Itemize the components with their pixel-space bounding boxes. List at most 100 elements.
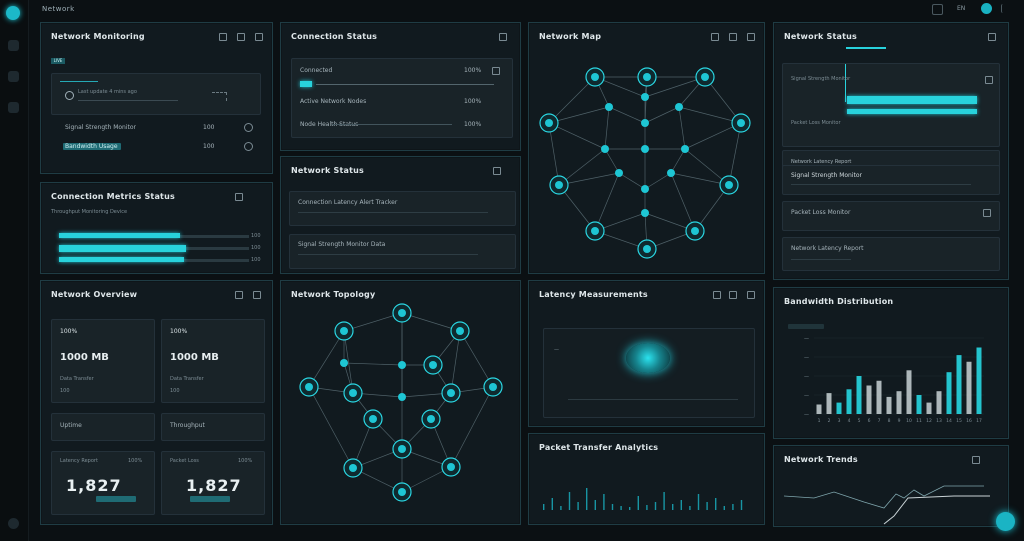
- panel-title: Network Overview: [51, 290, 138, 299]
- info-icon[interactable]: [983, 209, 991, 217]
- language-selector[interactable]: EN: [957, 5, 966, 12]
- profile-icon[interactable]: [8, 518, 19, 529]
- bar[interactable]: [856, 376, 862, 414]
- app-logo-icon[interactable]: [6, 6, 20, 20]
- divider: [791, 184, 971, 185]
- panel-connection-status: Connection Status Connected 100% Active …: [280, 22, 521, 151]
- x-tick-label: 13: [936, 418, 942, 424]
- bar[interactable]: [966, 361, 972, 414]
- stat-caption: 100: [170, 388, 180, 394]
- expand-icon[interactable]: [972, 456, 980, 464]
- bar[interactable]: [896, 391, 902, 414]
- close-icon[interactable]: [747, 33, 755, 41]
- graph-node[interactable]: [641, 93, 649, 101]
- expand-icon[interactable]: [729, 291, 737, 299]
- close-icon[interactable]: [747, 291, 755, 299]
- graph-node[interactable]: [601, 145, 609, 153]
- divider: [298, 212, 488, 213]
- big-stat-card: Packet Loss 100% 1,827: [161, 451, 265, 515]
- status-row[interactable]: Signal Strength Monitor Data: [289, 234, 516, 269]
- graph-node[interactable]: [605, 103, 613, 111]
- minimize-icon[interactable]: [219, 33, 227, 41]
- bar[interactable]: [916, 395, 922, 414]
- graph-node[interactable]: [615, 169, 623, 177]
- graph-node[interactable]: [675, 103, 683, 111]
- bar[interactable]: [976, 347, 982, 415]
- bar[interactable]: [836, 402, 842, 414]
- status-row[interactable]: Signal Strength Monitor: [782, 165, 1000, 195]
- axis-line: [568, 399, 738, 400]
- graph-node[interactable]: [641, 185, 649, 193]
- graph-node-core: [349, 464, 357, 472]
- level-bar: [847, 109, 977, 114]
- info-icon[interactable]: [244, 142, 253, 151]
- info-icon[interactable]: [985, 76, 993, 84]
- expand-icon[interactable]: [235, 291, 243, 299]
- status-row[interactable]: Network Latency Report: [782, 237, 1000, 271]
- close-icon[interactable]: [988, 33, 996, 41]
- signal-card[interactable]: Last update 4 mins ago: [51, 73, 261, 115]
- info-icon[interactable]: [244, 123, 253, 132]
- x-tick-label: 11: [916, 418, 922, 424]
- bar[interactable]: [946, 372, 952, 414]
- close-icon[interactable]: [499, 33, 507, 41]
- minimize-icon[interactable]: [711, 33, 719, 41]
- graph-node[interactable]: [641, 209, 649, 217]
- panel-network-trends: Network Trends: [773, 445, 1009, 527]
- bar[interactable]: [936, 391, 942, 414]
- bar[interactable]: [816, 404, 822, 415]
- stat-pill[interactable]: Uptime: [51, 413, 155, 441]
- expand-icon[interactable]: [235, 193, 243, 201]
- menu-icon[interactable]: [1001, 4, 1008, 13]
- graph-node[interactable]: [667, 169, 675, 177]
- graph-node[interactable]: [641, 119, 649, 127]
- divider: [316, 84, 494, 85]
- status-badge: LIVE: [51, 58, 65, 64]
- network-icon[interactable]: [8, 71, 19, 82]
- close-icon[interactable]: [493, 167, 501, 175]
- bar[interactable]: [906, 370, 912, 414]
- close-icon[interactable]: [255, 33, 263, 41]
- panel-title: Network Monitoring: [51, 32, 145, 41]
- x-tick-label: 14: [946, 418, 952, 424]
- expand-icon[interactable]: [729, 33, 737, 41]
- stat-value-huge: 1,827: [66, 476, 122, 495]
- graph-node-core: [447, 463, 455, 471]
- stat-pill[interactable]: Throughput: [161, 413, 265, 441]
- bar[interactable]: [926, 402, 932, 414]
- status-row[interactable]: Packet Loss Monitor: [782, 201, 1000, 231]
- graph-node[interactable]: [681, 145, 689, 153]
- avatar[interactable]: [981, 3, 992, 14]
- graph-node-core: [456, 327, 464, 335]
- panel-network-map: Network Map: [528, 22, 765, 274]
- row-label: Throughput Monitoring Device: [51, 209, 128, 215]
- status-row[interactable]: Connection Latency Alert Tracker: [289, 191, 516, 226]
- graph-node-core: [643, 245, 651, 253]
- bandwidth-bar-chart: —————1 2 3 4 5 6 7 8 9 10 11 12 13 14 15 16 17: [804, 336, 984, 424]
- bar[interactable]: [876, 380, 882, 414]
- graph-edge: [728, 122, 742, 186]
- settings-icon[interactable]: [8, 102, 19, 113]
- window-icon[interactable]: [932, 4, 943, 15]
- bar[interactable]: [886, 396, 892, 414]
- chat-fab-button[interactable]: [996, 512, 1015, 531]
- graph-edge: [548, 76, 596, 124]
- minimize-icon[interactable]: [713, 291, 721, 299]
- close-icon[interactable]: [253, 291, 261, 299]
- row-label: Packet Loss Monitor: [791, 120, 841, 126]
- graph-edge: [308, 386, 354, 469]
- bar[interactable]: [846, 389, 852, 414]
- bar[interactable]: [956, 355, 962, 414]
- dashboard-icon[interactable]: [8, 40, 19, 51]
- graph-node[interactable]: [398, 393, 406, 401]
- bar[interactable]: [826, 393, 832, 414]
- graph-node[interactable]: [398, 361, 406, 369]
- bar[interactable]: [866, 385, 872, 415]
- refresh-icon[interactable]: [492, 67, 500, 75]
- graph-node[interactable]: [641, 145, 649, 153]
- expand-icon[interactable]: [237, 33, 245, 41]
- graph-node[interactable]: [340, 359, 348, 367]
- trend-line: [883, 495, 990, 525]
- graph-node-core: [555, 181, 563, 189]
- card-accent-line: [60, 81, 98, 82]
